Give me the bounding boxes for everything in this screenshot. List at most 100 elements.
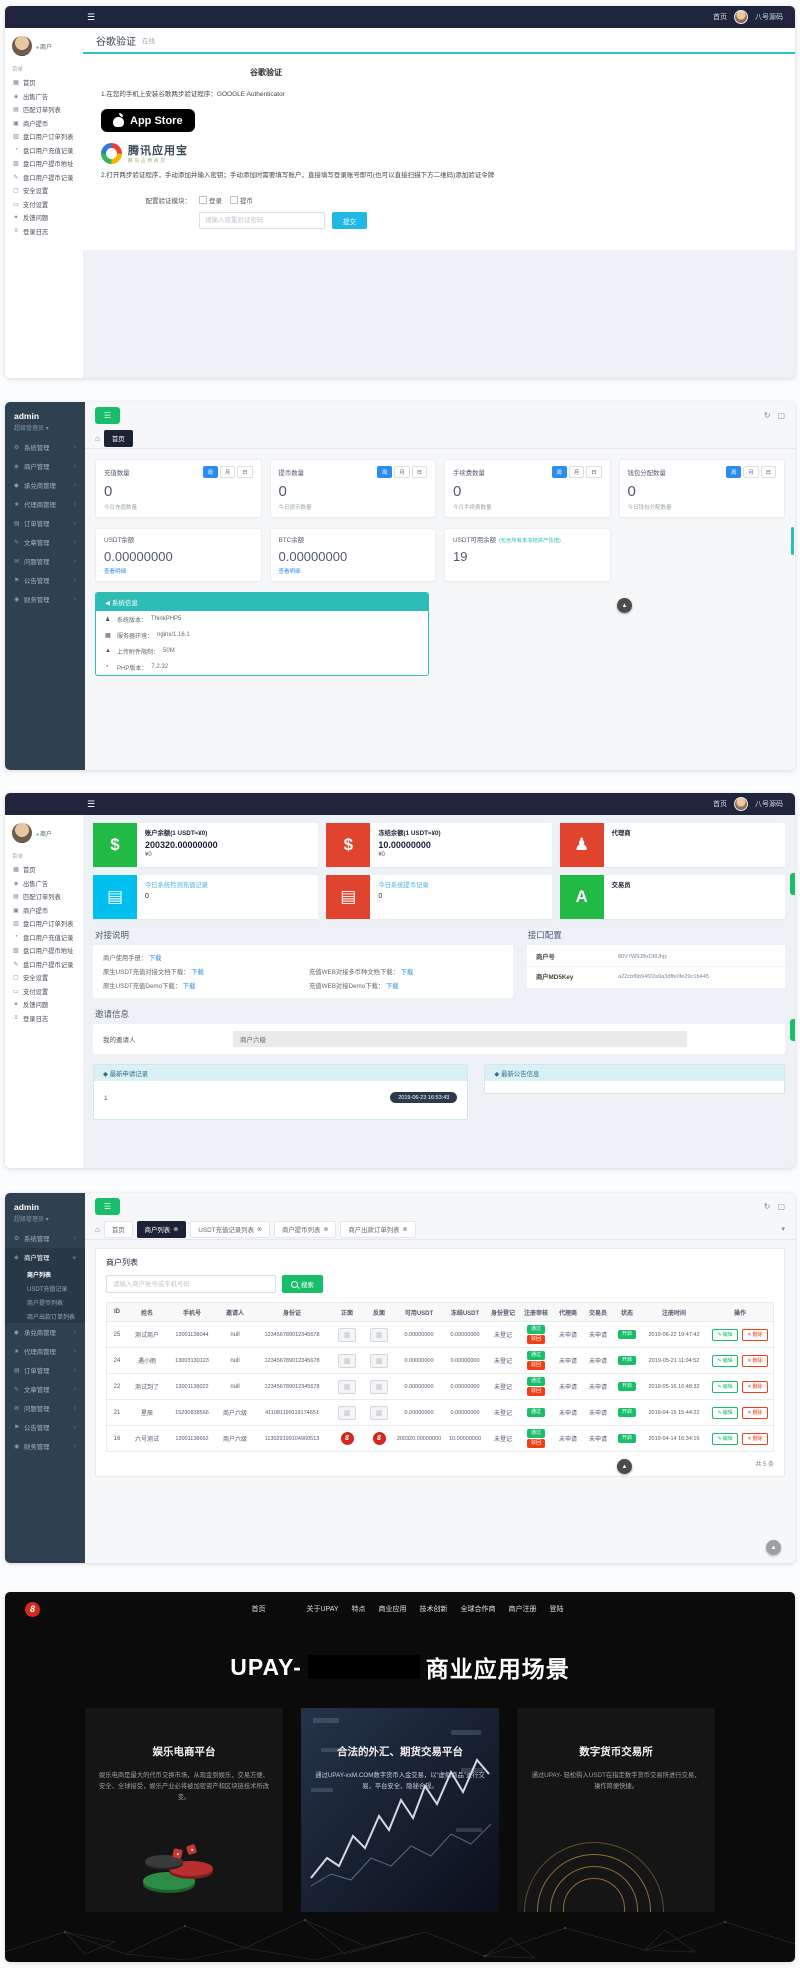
nav-link[interactable]: 特点 <box>351 1606 366 1613</box>
nav-link[interactable]: 全球合作商 <box>460 1606 496 1613</box>
card-exchange[interactable]: 数字货币交易所 通过UPAY- 轻松购入USDT在指定数字货币交易所进行交易，操… <box>517 1708 715 1912</box>
sidebar-item[interactable]: ▣ 商户提币 <box>12 117 76 131</box>
column-header[interactable]: 正面 <box>340 1310 353 1317</box>
inviter-field[interactable] <box>233 1031 687 1047</box>
approve-badge[interactable]: 通过 <box>526 1408 545 1417</box>
tab-close-icon[interactable]: ⊗ <box>173 1226 179 1233</box>
edit-button[interactable]: ✎ 编辑 <box>712 1380 738 1393</box>
app-store-badge[interactable]: App Store <box>101 109 195 133</box>
sidebar-item[interactable]: ▭ 支付设置 <box>12 985 76 999</box>
idcard-back-image[interactable]: ▦ <box>370 1353 388 1368</box>
sidebar-item[interactable]: ★ 代理商管理 › <box>5 1342 85 1361</box>
home-icon[interactable]: ⌂ <box>95 1224 100 1234</box>
refresh-icon[interactable]: ↻ <box>763 410 771 420</box>
download-link[interactable]: 下载 <box>182 983 196 990</box>
option-withdraw[interactable]: 提币 <box>230 195 253 205</box>
sidebar-item[interactable]: ⚙ 系统管理 › <box>5 438 85 457</box>
tab-list-dropdown-icon[interactable]: ▾ <box>781 1226 785 1233</box>
tab[interactable]: 商户出款订单列表 ⊗ <box>340 1220 416 1238</box>
nav-username[interactable]: 八号源码 <box>755 14 783 21</box>
stat-link[interactable]: 今日系统提币记录 <box>378 882 429 889</box>
idcard-back-image[interactable]: ▦ <box>370 1327 388 1342</box>
sidebar-item[interactable]: ✦ 反馈问题 <box>12 998 76 1012</box>
sidebar-item[interactable]: ◈ 出售广告 <box>12 877 76 891</box>
home-icon[interactable]: ⌂ <box>95 433 100 443</box>
status-badge[interactable]: 开启 <box>617 1330 636 1339</box>
tab-close-icon[interactable]: ⊗ <box>323 1226 329 1233</box>
sidebar-subitem[interactable]: USDT充值记录 <box>5 1281 85 1295</box>
sidebar-subitem[interactable]: 商户出款订单列表 <box>5 1309 85 1323</box>
approve-badge[interactable]: 通过 <box>526 1325 545 1334</box>
sidebar-item[interactable]: ✎ 盘口用户提币记录 <box>12 958 76 972</box>
column-header[interactable]: 身份证 <box>282 1310 301 1317</box>
nav-link[interactable]: 技术创新 <box>419 1606 448 1613</box>
checkbox-icon[interactable] <box>230 196 238 205</box>
collapse-menu-button[interactable]: ☰ <box>95 1197 120 1215</box>
idcard-front-image[interactable]: ▦ <box>338 1405 356 1420</box>
sidebar-subitem[interactable]: 商户列表 <box>5 1267 85 1281</box>
sidebar-item[interactable]: ▤ 匹配订单列表 <box>12 103 76 117</box>
menu-icon[interactable]: ☰ <box>87 798 96 809</box>
scrollbar-thumb[interactable] <box>791 527 794 555</box>
sidebar-item[interactable]: ✉ 问题管理 › <box>5 1399 85 1418</box>
admin-role[interactable]: 超级管理员 ▾ <box>14 1217 49 1223</box>
sidebar-item[interactable]: ≡ 登录日志 <box>12 225 76 239</box>
status-badge[interactable]: 开启 <box>617 1434 636 1443</box>
sidebar-item[interactable]: ◉ 财务管理 › <box>5 590 85 609</box>
nav-home-link[interactable]: 首页 <box>713 801 727 808</box>
card-forex[interactable]: 合法的外汇、期货交易平台 通过UPAY-xxM.COM数字货币入金交易，以“虚拟… <box>301 1708 499 1912</box>
search-input[interactable] <box>106 1275 276 1293</box>
approve-badge[interactable]: 通过 <box>526 1377 545 1386</box>
sidebar-item[interactable]: ⚑ 公告管理 › <box>5 1418 85 1437</box>
avatar[interactable] <box>734 797 748 811</box>
column-header[interactable]: 交易员 <box>588 1310 607 1317</box>
delete-button[interactable]: ✕ 删除 <box>742 1432 768 1445</box>
nav-link[interactable]: 商业应用 <box>378 1606 407 1613</box>
collapse-menu-button[interactable]: ☰ <box>95 406 120 424</box>
column-header[interactable]: 反面 <box>372 1310 385 1317</box>
approve-badge[interactable]: 通过 <box>526 1429 545 1438</box>
sidebar-item[interactable]: ◔ 盘口用户充值记录 <box>12 931 76 945</box>
filter-day-button[interactable]: 日 <box>760 466 776 478</box>
filter-day-button[interactable]: 日 <box>411 466 427 478</box>
reject-badge[interactable]: 驳回 <box>526 1335 545 1344</box>
column-header[interactable]: 可用USDT <box>404 1310 434 1317</box>
edit-button[interactable]: ✎ 编辑 <box>712 1328 738 1341</box>
download-link[interactable]: 下载 <box>400 969 414 976</box>
sidebar-item[interactable]: ◆ 承兑商管理 › <box>5 1323 85 1342</box>
tab[interactable]: 商户提币列表 ⊗ <box>274 1220 337 1238</box>
delete-button[interactable]: ✕ 删除 <box>742 1328 768 1341</box>
detail-link[interactable]: 查看明细 <box>278 569 301 575</box>
sidebar-item-system[interactable]: ⚙ 系统管理 › <box>14 1235 76 1243</box>
option-login[interactable]: 登录 <box>199 195 222 205</box>
back-to-top-button[interactable]: ▲ <box>617 598 632 613</box>
status-badge[interactable]: 开启 <box>617 1408 636 1417</box>
sidebar-item[interactable]: ✎ 文章管理 › <box>5 1380 85 1399</box>
edit-button[interactable]: ✎ 编辑 <box>712 1354 738 1367</box>
filter-month-button[interactable]: 月 <box>394 466 410 478</box>
column-header[interactable]: 注册审核 <box>523 1310 548 1317</box>
sidebar-item[interactable]: ▤ 订单管理 › <box>5 514 85 533</box>
admin-username[interactable]: admin <box>14 411 40 421</box>
sidebar-item[interactable]: ✎ 文章管理 › <box>5 533 85 552</box>
avatar[interactable] <box>734 10 748 24</box>
admin-role[interactable]: 超级管理员 ▾ <box>14 426 49 432</box>
filter-week-button[interactable]: 周 <box>377 466 393 478</box>
delete-button[interactable]: ✕ 删除 <box>742 1406 768 1419</box>
nav-link[interactable]: 登陆 <box>549 1606 564 1613</box>
approve-badge[interactable]: 通过 <box>526 1351 545 1360</box>
nav-home-link[interactable]: 首页 <box>713 14 727 21</box>
sidebar-item[interactable]: ▧ 盘口用户提币地址 <box>12 157 76 171</box>
edge-action-tab[interactable] <box>790 873 795 895</box>
idcard-front-image[interactable]: ▦ <box>338 1327 356 1342</box>
sidebar-item[interactable]: ◔ 盘口用户充值记录 <box>12 144 76 158</box>
back-to-top-button[interactable]: ▲ <box>617 1459 632 1474</box>
sidebar-item[interactable]: ▤ 匹配订单列表 <box>12 890 76 904</box>
brand-logo-icon[interactable]: 8 <box>25 1601 40 1617</box>
tab[interactable]: 商户列表 ⊗ <box>136 1220 187 1238</box>
avatar[interactable] <box>12 36 32 56</box>
idcard-back-image[interactable]: ▦ <box>370 1405 388 1420</box>
reject-badge[interactable]: 驳回 <box>526 1387 545 1396</box>
download-link[interactable]: 下载 <box>148 955 162 962</box>
sidebar-item[interactable]: ★ 代理商管理 › <box>5 495 85 514</box>
